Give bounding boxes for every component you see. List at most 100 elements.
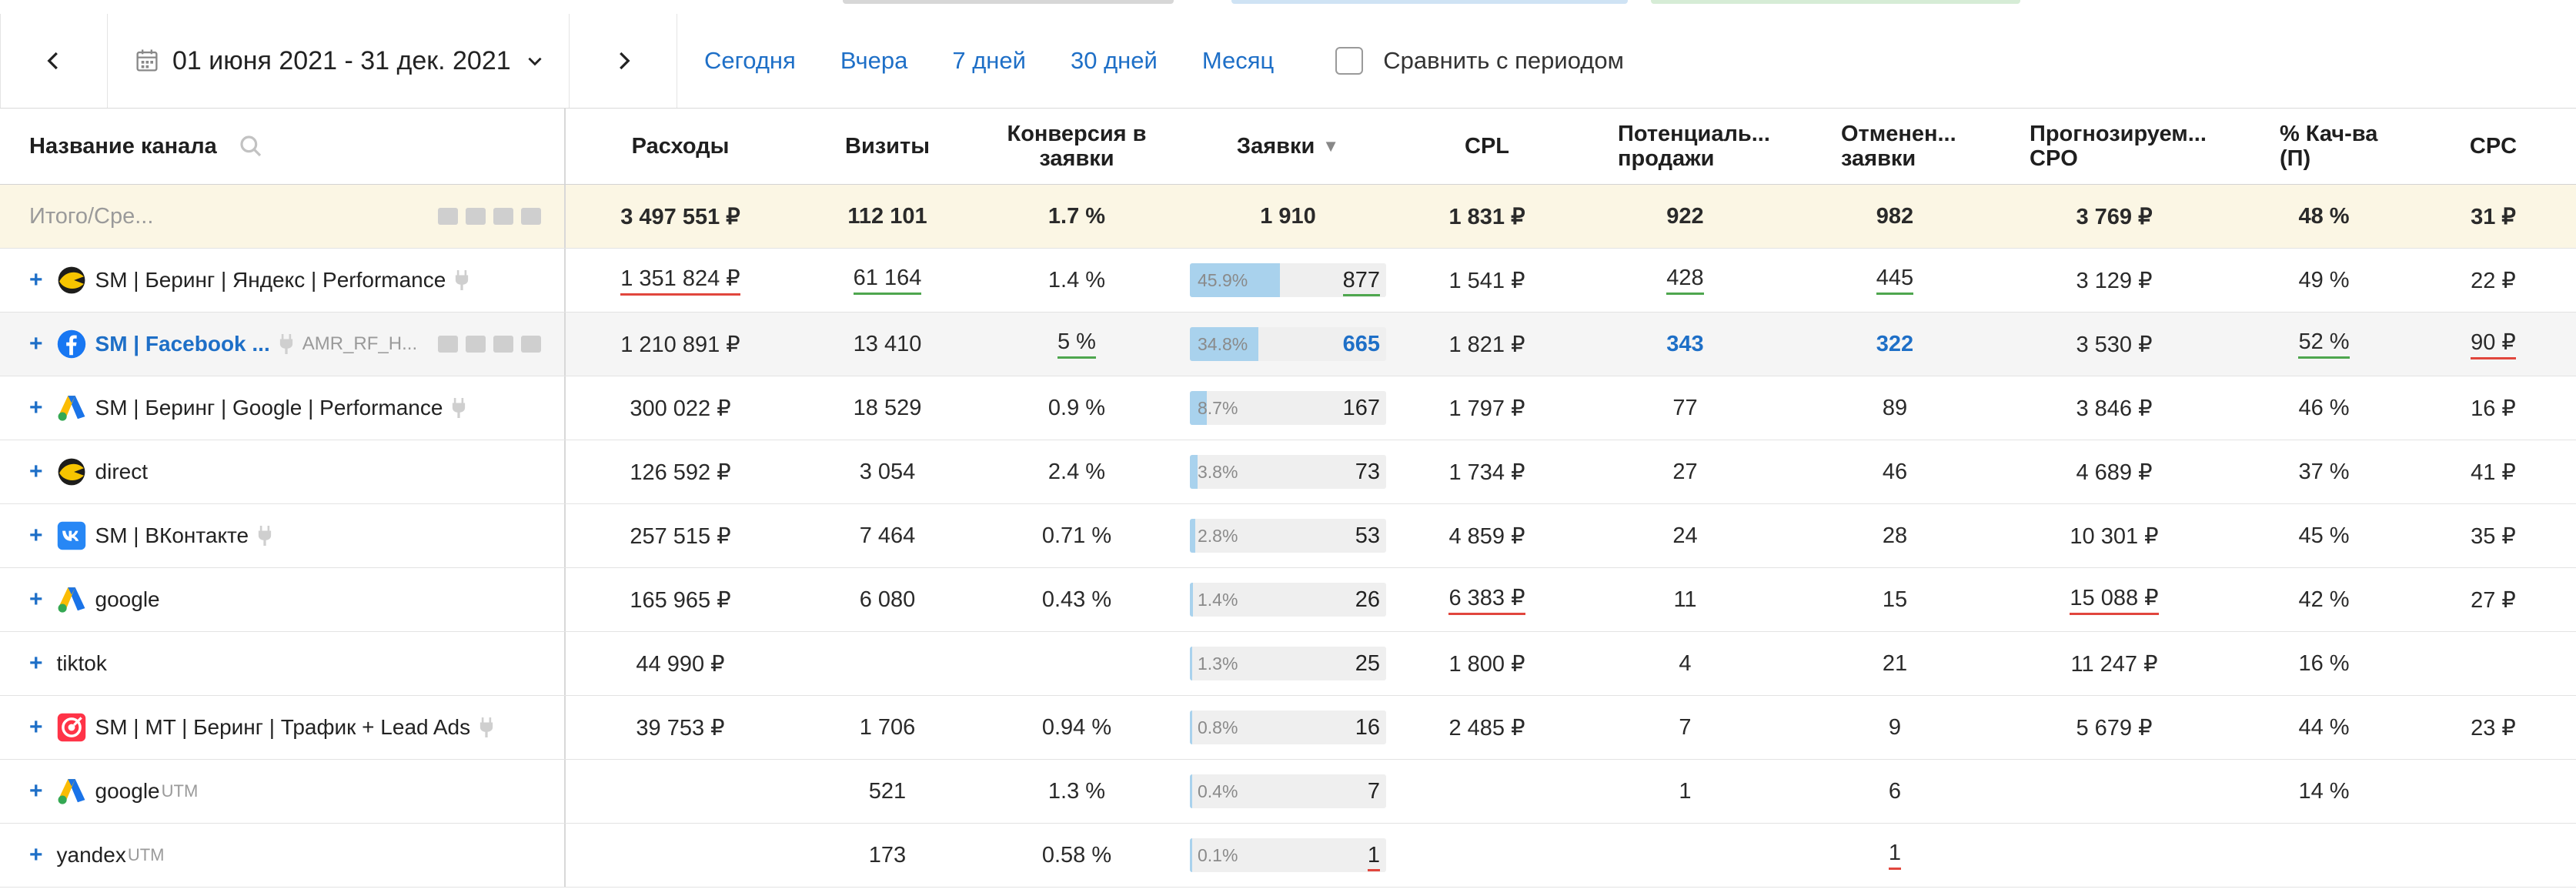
- table-row[interactable]: + SM | Беринг | Яндекс | Performance 1 351…: [0, 249, 2576, 313]
- table-row[interactable]: + SM | MT | Беринг | Трафик + Lead Ads 39 …: [0, 696, 2576, 760]
- table-view-icon[interactable]: [438, 208, 458, 225]
- table-row[interactable]: + google UTM 521 1.3 % 0.4% 7 1 6 14 %: [0, 760, 2576, 824]
- channel-name[interactable]: SM | Беринг | Google | Performance: [95, 396, 443, 420]
- column-header-leads[interactable]: Заявки ▼: [1174, 109, 1402, 184]
- cell-potential-sales: 343: [1572, 313, 1799, 376]
- total-forecast-cpo: 3 769 ₽: [2076, 204, 2153, 229]
- expand-row-button[interactable]: +: [29, 778, 43, 804]
- quick-link-7-days[interactable]: 7 дней: [952, 47, 1026, 74]
- channel-name-cell: + google: [0, 568, 566, 631]
- search-icon[interactable]: [239, 134, 263, 159]
- leads-count[interactable]: 7: [1368, 774, 1380, 808]
- expand-row-button[interactable]: +: [29, 331, 43, 356]
- top-tab-indicator: [1231, 0, 1628, 4]
- column-header-cancelled-leads[interactable]: Отменен... заявки: [1841, 122, 1956, 171]
- compare-period-toggle[interactable]: Сравнить с периодом: [1335, 47, 1624, 75]
- cell-forecast-cpo: 3 530 ₽: [1991, 313, 2237, 376]
- channel-name[interactable]: SM | Facebook ...: [95, 332, 270, 356]
- quick-link-today[interactable]: Сегодня: [704, 47, 796, 74]
- leads-count[interactable]: 1: [1367, 838, 1380, 872]
- column-header-forecast-cpo[interactable]: Прогнозируем... CPO: [2030, 122, 2207, 171]
- channel-name[interactable]: google: [95, 587, 160, 611]
- list-icon[interactable]: [521, 336, 541, 353]
- leads-count[interactable]: 73: [1355, 455, 1380, 489]
- cell-value[interactable]: 15 088 ₽: [2070, 584, 2159, 615]
- quick-link-30-days[interactable]: 30 дней: [1070, 47, 1158, 74]
- table-row[interactable]: + SM | Беринг | Google | Performance 300 0…: [0, 376, 2576, 440]
- cell-value: 27 ₽: [2471, 587, 2516, 613]
- table-row[interactable]: + SM | ВКонтакте 257 515 ₽ 7 464 0.71 % 2.8% 5…: [0, 504, 2576, 568]
- next-period-button[interactable]: [570, 14, 677, 108]
- cell-potential-sales: 428: [1572, 249, 1799, 312]
- channel-name[interactable]: SM | Беринг | Яндекс | Performance: [95, 268, 446, 292]
- cell-value[interactable]: 343: [1666, 331, 1704, 356]
- chart-icon[interactable]: [466, 336, 486, 353]
- column-header-visits[interactable]: Визиты: [845, 134, 930, 159]
- column-header-name[interactable]: Название канала: [0, 109, 566, 184]
- cell-value[interactable]: 1 351 824 ₽: [620, 265, 740, 296]
- list-icon[interactable]: [521, 208, 541, 225]
- calendar-icon: [136, 49, 158, 72]
- cell-value[interactable]: 90 ₽: [2471, 329, 2516, 359]
- leads-share-percent: 3.8%: [1198, 462, 1238, 482]
- table-row[interactable]: + SM | Facebook ... AMR_RF_H... 1 210 891 ₽…: [0, 313, 2576, 376]
- table-row[interactable]: + google 165 965 ₽ 6 080 0.43 % 1.4% 26 6 383 ₽…: [0, 568, 2576, 632]
- cell-expenses: [566, 824, 795, 887]
- cell-value[interactable]: 445: [1876, 266, 1914, 295]
- table-row[interactable]: + tiktok 44 990 ₽ 1.3% 25 1 800 ₽ 4 21 11 247 ₽ 1…: [0, 632, 2576, 696]
- cell-value[interactable]: 5 %: [1057, 329, 1096, 359]
- compare-checkbox[interactable]: [1335, 47, 1364, 75]
- expand-row-button[interactable]: +: [29, 395, 43, 420]
- cell-value[interactable]: 322: [1876, 331, 1914, 356]
- channel-name[interactable]: SM | MT | Беринг | Трафик + Lead Ads: [95, 715, 471, 739]
- expand-row-button[interactable]: +: [29, 650, 43, 676]
- expand-row-button[interactable]: +: [29, 714, 43, 740]
- column-header-cpc[interactable]: CPC: [2469, 134, 2518, 159]
- cell-value[interactable]: 428: [1666, 266, 1704, 295]
- column-header-potential-sales[interactable]: Потенциаль... продажи: [1618, 122, 1770, 171]
- top-decoration: [0, 0, 2576, 8]
- cell-value[interactable]: 6 383 ₽: [1448, 584, 1525, 615]
- chart-icon[interactable]: [466, 208, 486, 225]
- channel-name[interactable]: yandex: [56, 843, 126, 867]
- leads-count[interactable]: 26: [1355, 583, 1380, 617]
- cell-value[interactable]: 61 164: [853, 266, 922, 295]
- cell-leads: 0.8% 16: [1174, 696, 1402, 759]
- cell-value[interactable]: 1: [1888, 841, 1902, 870]
- column-header-expenses[interactable]: Расходы: [631, 134, 730, 159]
- leads-count[interactable]: 53: [1355, 519, 1380, 553]
- table-view-icon[interactable]: [438, 336, 458, 353]
- leads-count[interactable]: 16: [1355, 710, 1380, 744]
- table-row[interactable]: + direct 126 592 ₽ 3 054 2.4 % 3.8% 73 1 734 ₽ 2…: [0, 440, 2576, 504]
- expand-row-button[interactable]: +: [29, 459, 43, 484]
- leads-count[interactable]: 167: [1343, 391, 1380, 425]
- cell-expenses: 39 753 ₽: [566, 696, 795, 759]
- channel-name[interactable]: direct: [95, 460, 148, 483]
- phone-icon[interactable]: [493, 208, 513, 225]
- prev-period-button[interactable]: [0, 14, 108, 108]
- expand-row-button[interactable]: +: [29, 523, 43, 548]
- leads-count[interactable]: 25: [1355, 647, 1380, 680]
- expand-row-button[interactable]: +: [29, 587, 43, 612]
- cell-cpl: 1 734 ₽: [1402, 440, 1572, 503]
- column-header-quality[interactable]: % Кач-ва (П): [2280, 122, 2378, 171]
- channel-name[interactable]: SM | ВКонтакте: [95, 523, 249, 547]
- quick-link-month[interactable]: Месяц: [1201, 47, 1275, 74]
- row-tools: [438, 336, 541, 353]
- cell-value: 7: [1679, 714, 1692, 740]
- channel-name[interactable]: google: [95, 779, 160, 803]
- column-header-conversion[interactable]: Конверсия в заявки: [1007, 122, 1147, 171]
- channel-name[interactable]: tiktok: [56, 651, 107, 675]
- leads-share-bar: 2.8% 53: [1190, 519, 1386, 553]
- table-row[interactable]: + yandex UTM 173 0.58 % 0.1% 1 1: [0, 824, 2576, 888]
- quick-link-yesterday[interactable]: Вчера: [840, 47, 908, 74]
- expand-row-button[interactable]: +: [29, 842, 43, 868]
- expand-row-button[interactable]: +: [29, 267, 43, 293]
- date-range-picker[interactable]: 01 июня 2021 - 31 дек. 2021: [108, 14, 570, 108]
- leads-count[interactable]: 877: [1342, 263, 1380, 297]
- cell-value[interactable]: 52 %: [2298, 329, 2350, 359]
- cell-visits: 521: [795, 760, 980, 823]
- leads-count[interactable]: 665: [1343, 327, 1380, 361]
- phone-icon[interactable]: [493, 336, 513, 353]
- column-header-cpl[interactable]: CPL: [1465, 134, 1509, 159]
